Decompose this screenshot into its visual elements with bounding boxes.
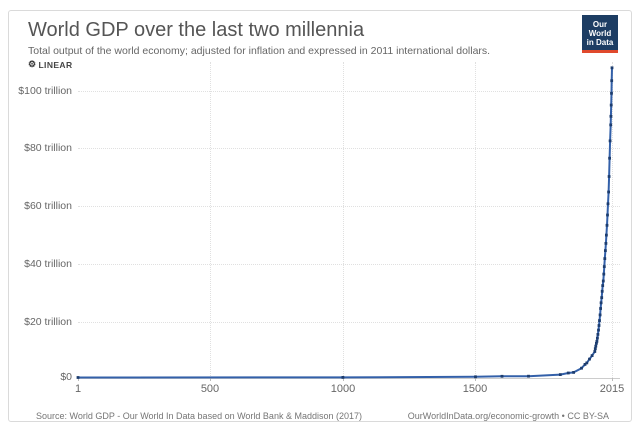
gridline-80t (78, 148, 620, 149)
x-tick-1500 (475, 378, 476, 381)
gear-icon: ⚙ (28, 59, 37, 69)
owid-logo[interactable]: Our World in Data (582, 15, 618, 53)
gridline-2015 (612, 62, 613, 378)
scale-toggle-linear[interactable]: ⚙ LINEAR (28, 59, 73, 70)
gridline-500 (210, 62, 211, 378)
scale-toggle-label: LINEAR (38, 59, 73, 70)
x-tick-2015 (612, 378, 613, 381)
chart-card: World GDP over the last two millennia To… (8, 10, 632, 422)
x-tick-1000 (343, 378, 344, 381)
gridline-1000 (343, 62, 344, 378)
x-axis-label-1000: 1000 (330, 383, 356, 395)
gridline-100t (78, 91, 620, 92)
owid-url-license-link[interactable]: OurWorldInData.org/economic-growth • CC … (407, 411, 609, 421)
y-axis-label-20t: $20 trillion (24, 316, 72, 328)
owid-logo-line2: in Data (586, 38, 614, 47)
y-axis-label-80t: $80 trillion (24, 142, 72, 154)
chart-title: World GDP over the last two millennia (28, 19, 365, 41)
y-axis-label-60t: $60 trillion (24, 200, 72, 212)
chart-subtitle: Total output of the world economy; adjus… (28, 45, 491, 57)
x-axis-label-1500: 1500 (462, 383, 488, 395)
gridline-20t (78, 322, 620, 323)
x-tick-500 (210, 378, 211, 381)
gridline-40t (78, 264, 620, 265)
x-axis-line (78, 378, 620, 379)
y-axis-label-100t: $100 trillion (18, 85, 72, 97)
y-axis-label-0: $0 (60, 371, 72, 383)
gridline-60t (78, 206, 620, 207)
x-axis-label-500: 500 (200, 383, 220, 395)
y-axis-label-40t: $40 trillion (24, 258, 72, 270)
x-axis-label-2015: 2015 (599, 383, 625, 395)
x-axis-label-1: 1 (74, 383, 82, 395)
x-tick-1 (78, 378, 79, 381)
source-note: Source: World GDP - Our World In Data ba… (36, 411, 362, 421)
gridline-1500 (475, 62, 476, 378)
owid-logo-line1: Our World (588, 20, 612, 38)
